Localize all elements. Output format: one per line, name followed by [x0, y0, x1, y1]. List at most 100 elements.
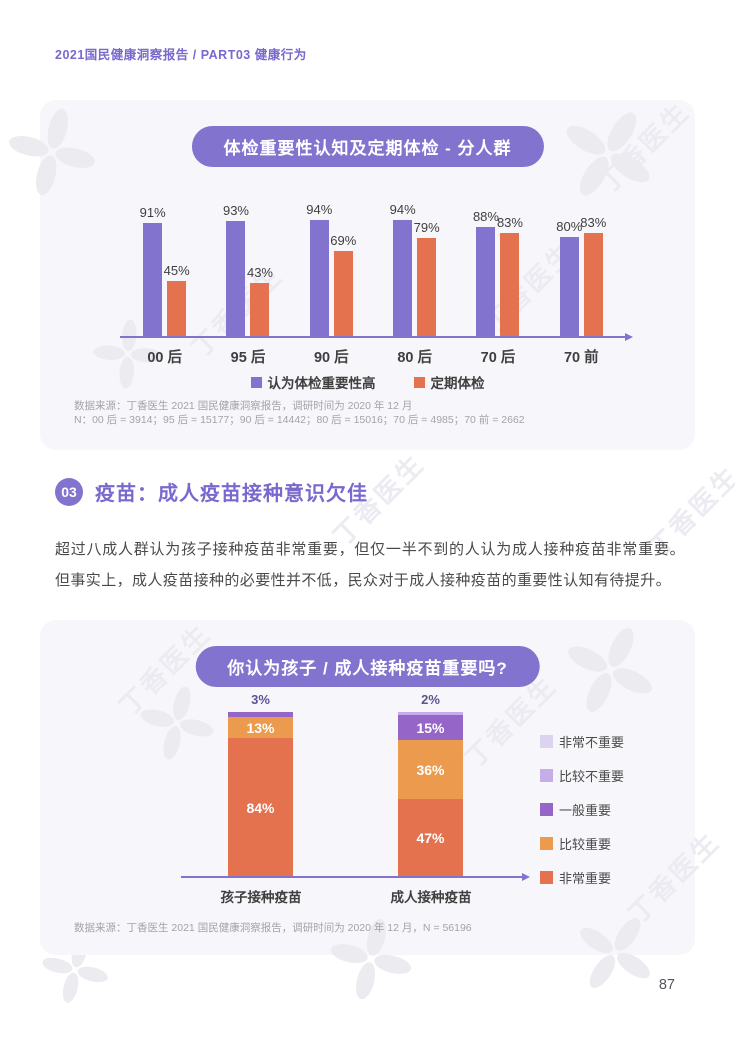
bar-column: 69%: [330, 233, 356, 337]
legend-swatch-icon: [540, 769, 553, 782]
bar-column: 79%: [414, 220, 440, 337]
chart1-plot: 91% 45% 93% 43% 94% 69% 94% 79% 88% 83% 80% 83%: [123, 100, 623, 337]
section-title: 疫苗：成人疫苗接种意识欠佳: [95, 483, 368, 505]
section-number-badge: 03: [55, 477, 83, 506]
segment-value-label: 36%: [416, 761, 445, 778]
bar-value-label: 79%: [413, 220, 440, 236]
x-axis-label: 00 后: [147, 350, 182, 366]
legend-item: 认为体检重要性高: [250, 372, 376, 392]
bar-segment: 36%: [398, 740, 463, 800]
segment-value-label: 47%: [416, 830, 445, 847]
bar: [500, 233, 520, 337]
segment-value-label: 13%: [246, 719, 275, 736]
segment-value-label: 3%: [251, 692, 270, 708]
legend-label: 非常重要: [559, 871, 612, 886]
bar: [309, 219, 329, 337]
segment-value-label: 2%: [421, 692, 440, 708]
bar: [333, 250, 353, 337]
bar-column: 94%: [390, 202, 416, 337]
section-paragraph: 超过八成人群认为孩子接种疫苗非常重要，但仅一半不到的人认为成人接种疫苗非常重要。…: [55, 541, 685, 589]
bar-segment: 84%: [228, 738, 293, 877]
bar: [143, 223, 163, 337]
bar-segment: [228, 712, 293, 717]
legend-label: 一般重要: [559, 803, 612, 818]
section-heading-vaccine: 03 疫苗：成人疫苗接种意识欠佳: [55, 477, 368, 506]
page-number: 87: [658, 977, 675, 993]
bar-value-label: 45%: [163, 262, 190, 278]
bar-group: 80% 83%: [556, 215, 606, 337]
bar-group: 94% 69%: [306, 202, 356, 337]
x-axis-label: 80 后: [397, 350, 432, 366]
bar-value-label: 91%: [139, 205, 166, 221]
legend-item: 一般重要: [540, 800, 624, 819]
legend-item: 非常不重要: [540, 732, 624, 751]
bar-segment: 15%: [398, 715, 463, 741]
x-axis-label: 95 后: [230, 350, 266, 366]
source-line: 数据来源：丁香医生 2021 国民健康洞察报告，调研时间为 2020 年 12 …: [74, 922, 472, 934]
legend-item: 比较不重要: [540, 766, 624, 785]
bar-segment: 47%: [398, 799, 463, 877]
chart2-x-axis: [181, 873, 530, 881]
bar-group: 88% 83%: [473, 209, 523, 337]
chart1-title: 体检重要性认知及定期体检 - 分人群: [191, 126, 544, 167]
legend-label: 认为体检重要性高: [267, 376, 376, 391]
chart-card-vaccine: 丁香医生 丁香医生 丁香医生 你认为孩子 / 成人接种疫苗重要吗? 3% 13% 8…: [40, 620, 726, 955]
chart2-x-label: 成人接种疫苗: [390, 890, 472, 905]
legend-swatch-icon: [250, 376, 262, 388]
bar: [476, 227, 496, 337]
x-axis-label: 70 后: [480, 350, 516, 366]
axis-arrow-icon: [625, 333, 633, 341]
segment-value-label: 84%: [246, 799, 275, 816]
legend-item: 定期体检: [413, 372, 485, 392]
bar-value-label: 69%: [330, 232, 357, 248]
bar-value-label: 94%: [306, 201, 333, 217]
bar: [167, 280, 187, 337]
source-line: 数据来源：丁香医生 2021 国民健康洞察报告，调研时间为 2020 年 12 …: [74, 400, 413, 412]
bar-group: 94% 79%: [390, 202, 440, 337]
chart2-plot: 3% 13% 84% 2% 15% 36% 47%: [40, 620, 695, 877]
bar-value-label: 80%: [556, 219, 583, 234]
chart1-source: 数据来源：丁香医生 2021 国民健康洞察报告，调研时间为 2020 年 12 …: [74, 399, 525, 427]
bar-column: 91%: [140, 205, 166, 337]
legend-item: 非常重要: [540, 868, 624, 887]
legend-swatch-icon: [540, 735, 553, 748]
chart2-title: 你认为孩子 / 成人接种疫苗重要吗?: [195, 646, 540, 687]
stacked-bar: 3% 13% 84%: [228, 692, 293, 877]
legend-label: 比较不重要: [559, 769, 625, 784]
bar-value-label: 88%: [472, 209, 499, 224]
bar-column: 94%: [306, 202, 332, 337]
bar-column: 93%: [223, 203, 249, 337]
bar-value-label: 94%: [389, 201, 416, 217]
bar-column: 88%: [473, 209, 499, 337]
chart2-x-label: 孩子接种疫苗: [220, 890, 302, 905]
bar-column: 83%: [497, 215, 523, 337]
bar: [583, 233, 603, 337]
bar-value-label: 93%: [222, 202, 249, 218]
legend-label: 定期体检: [430, 376, 485, 391]
chart1-x-labels: 00 后 95 后 90 后 80 后 70 后 70 前: [123, 346, 623, 367]
bar-column: 83%: [580, 215, 606, 337]
axis-arrow-icon: [522, 873, 530, 881]
bar-value-label: 43%: [246, 265, 273, 281]
bar: [393, 219, 413, 337]
chart1-x-axis: [120, 333, 633, 341]
bar: [559, 237, 579, 337]
bar: [417, 238, 437, 337]
legend-swatch-icon: [413, 376, 425, 388]
bar-group: 93% 43%: [223, 203, 273, 337]
legend-item: 比较重要: [540, 834, 624, 853]
source-line: N：00 后 = 3914；95 后 = 15177；90 后 = 14442；…: [74, 414, 525, 426]
legend-swatch-icon: [540, 803, 553, 816]
chart2-legend: 非常不重要比较不重要一般重要比较重要非常重要: [540, 732, 624, 887]
chart-card-checkup: 丁香医生 丁香医生 丁香医生 体检重要性认知及定期体检 - 分人群 91%45%…: [40, 100, 696, 450]
bar-column: 80%: [556, 219, 582, 337]
legend-label: 非常不重要: [559, 735, 625, 750]
chart2-source: 数据来源：丁香医生 2021 国民健康洞察报告，调研时间为 2020 年 12 …: [74, 921, 472, 935]
legend-swatch-icon: [540, 871, 553, 884]
x-axis-label: 90 后: [313, 350, 349, 366]
bar: [250, 283, 270, 337]
bar-value-label: 83%: [580, 215, 607, 231]
bar-value-label: 83%: [496, 215, 523, 231]
bar: [226, 220, 246, 337]
